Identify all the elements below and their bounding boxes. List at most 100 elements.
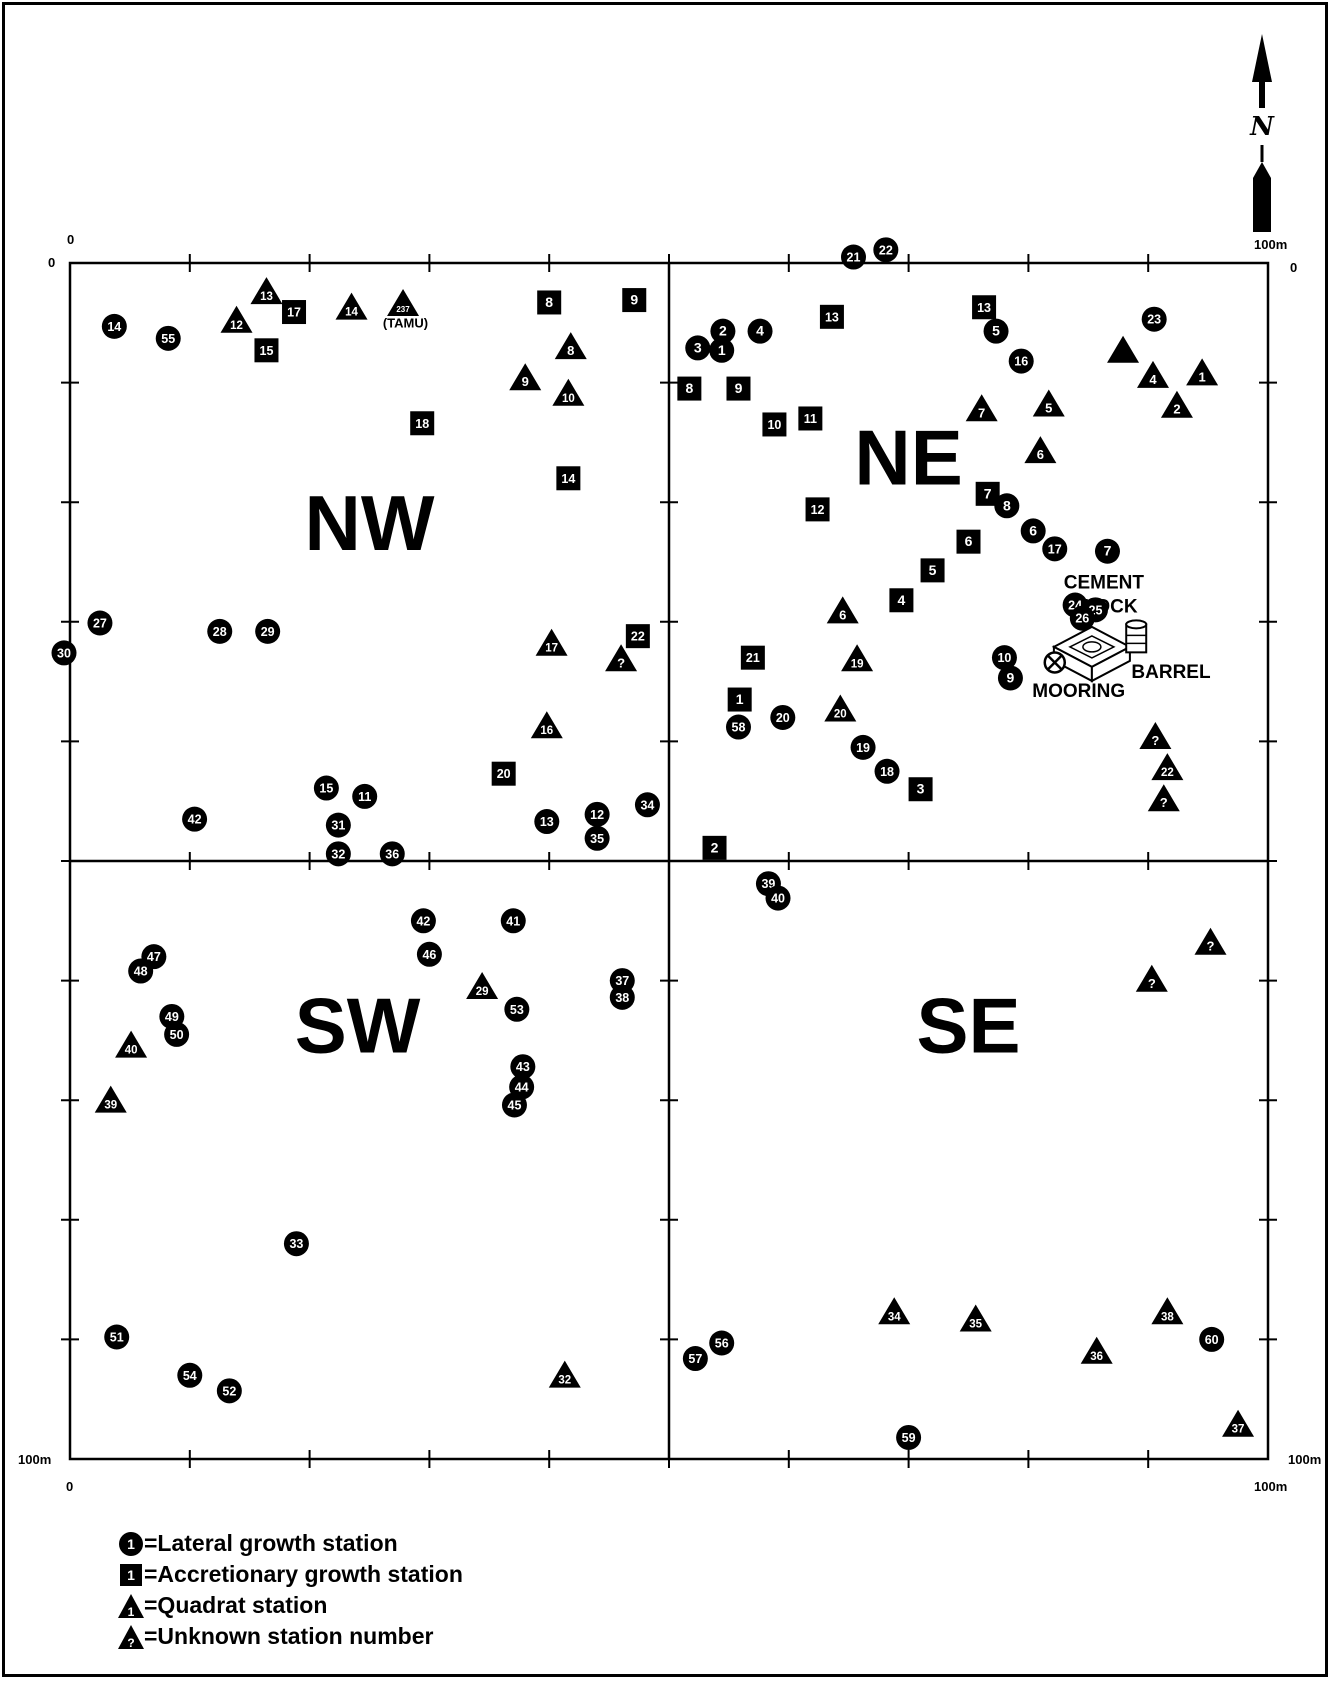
lateral-station-label: 2 [719,323,727,339]
lateral-station-circle [1020,518,1046,544]
lateral-station-label: 7 [1104,543,1112,559]
legend-item-triangle: 1 =Quadrat station [118,1590,463,1621]
lateral-station-marker: 20 [770,704,796,730]
accretionary-station-square [254,338,279,363]
quadrat-station-marker: 10 [552,378,585,406]
quadrat-station-marker: 13 [250,277,283,305]
quadrat-station-label: 14 [345,307,358,319]
lateral-station-marker: 53 [504,996,530,1022]
accretionary-station-label: 2 [711,839,719,855]
quadrat-station-marker: 16 [530,711,563,739]
svg-text:1: 1 [127,1536,135,1552]
unknown-station-marker: ? [605,644,638,672]
lateral-station-label: 31 [331,819,345,833]
quadrat-station-label: 35 [969,1318,982,1330]
lateral-station-circle [1094,538,1120,564]
unknown-station-triangle [1147,784,1180,812]
lateral-station-marker: 40 [765,885,791,911]
lateral-station-marker: 56 [709,1330,735,1356]
lateral-station-label: 11 [358,790,371,804]
quadrat-station-triangle [1136,360,1169,388]
lateral-station-circle [182,806,208,832]
lateral-station-circle [101,313,127,339]
lateral-station-marker: 6 [1020,518,1046,544]
accretionary-station-marker: 22 [625,624,650,649]
lateral-station-label: 29 [261,625,275,639]
lateral-station-marker: 29 [255,618,281,644]
accretionary-station-label: 17 [287,306,301,320]
barrel-label: BARREL [1131,662,1211,683]
accretionary-station-label: 9 [735,380,743,396]
accretionary-station-label: 10 [767,418,781,432]
lateral-station-circle [104,1324,130,1350]
accretionary-station-label: 8 [545,294,553,310]
lateral-station-label: 42 [416,914,430,928]
quadrat-station-marker: 9 [509,363,542,391]
accretionary-station-marker: 10 [762,412,787,437]
quadrat-station-label: 8 [567,343,574,358]
accretionary-station-square [702,835,727,860]
lateral-station-marker: 48 [128,958,154,984]
lateral-station-circle [983,318,1009,344]
accretionary-station-label: 5 [929,562,937,578]
accretionary-station-marker: 20 [491,761,516,786]
lateral-station-circle [584,801,610,827]
quadrant-label-nw: NW [305,479,435,567]
lateral-station-marker: 60 [1199,1326,1225,1352]
unknown-station-label: ? [1207,939,1215,954]
lateral-station-label: 21 [847,251,861,265]
cement-block-icon [1051,625,1133,683]
accretionary-station-marker: 12 [805,497,830,522]
accretionary-station-square [975,481,1000,506]
lateral-station-circle [584,825,610,851]
axis-label-bottom-left-outer: 100m [18,1452,51,1467]
accretionary-station-square [625,624,650,649]
quadrat-station-triangle [965,394,998,422]
svg-text:1: 1 [127,1567,135,1583]
lateral-station-circle [840,244,866,270]
lateral-station-label: 55 [161,332,175,346]
accretionary-station-label: 12 [811,503,825,517]
accretionary-station-marker: 14 [556,466,581,491]
quadrat-station-label: 39 [104,1100,117,1112]
lateral-station-marker: 54 [177,1362,203,1388]
lateral-station-label: 41 [506,914,520,928]
accretionary-station-marker: 4 [889,588,914,613]
lateral-station-circle [685,335,711,361]
lateral-station-circle [379,841,405,867]
lateral-station-label: 27 [93,616,107,630]
lateral-station-label: 56 [715,1336,729,1350]
lateral-station-label: 37 [615,974,629,988]
quadrat-station-triangle [387,289,420,317]
accretionary-station-square [908,777,933,802]
accretionary-station-label: 8 [685,380,693,396]
lateral-station-circle [128,958,154,984]
north-arrow: N [1249,34,1275,232]
lateral-station-label: 38 [615,991,629,1005]
quadrat-station-marker: 35 [959,1304,992,1332]
lateral-station-marker: 51 [104,1324,130,1350]
quadrat-station-triangle [335,292,368,320]
quadrat-station-label: 1 [1198,369,1205,384]
lateral-station-circle [874,758,900,784]
accretionary-station-square [282,300,307,325]
accretionary-station-label: 22 [631,630,645,644]
accretionary-station-square [410,411,435,436]
lateral-station-label: 45 [508,1098,522,1112]
legend-symbol-circle: 1 [119,1531,143,1556]
accretionary-station-square [726,376,751,401]
lateral-station-marker: 11 [352,783,378,809]
lateral-station-circle [352,783,378,809]
accretionary-station-square [491,761,516,786]
accretionary-station-square [805,497,830,522]
accretionary-station-marker: 3 [908,777,933,802]
lateral-station-label: 20 [776,711,790,725]
lateral-station-marker: 12 [584,801,610,827]
lateral-station-circle [534,809,560,835]
lateral-station-label: 5 [992,323,1000,339]
lateral-station-circle [325,812,351,838]
lateral-station-label: 16 [1014,355,1028,369]
mooring-icon [1043,651,1067,674]
